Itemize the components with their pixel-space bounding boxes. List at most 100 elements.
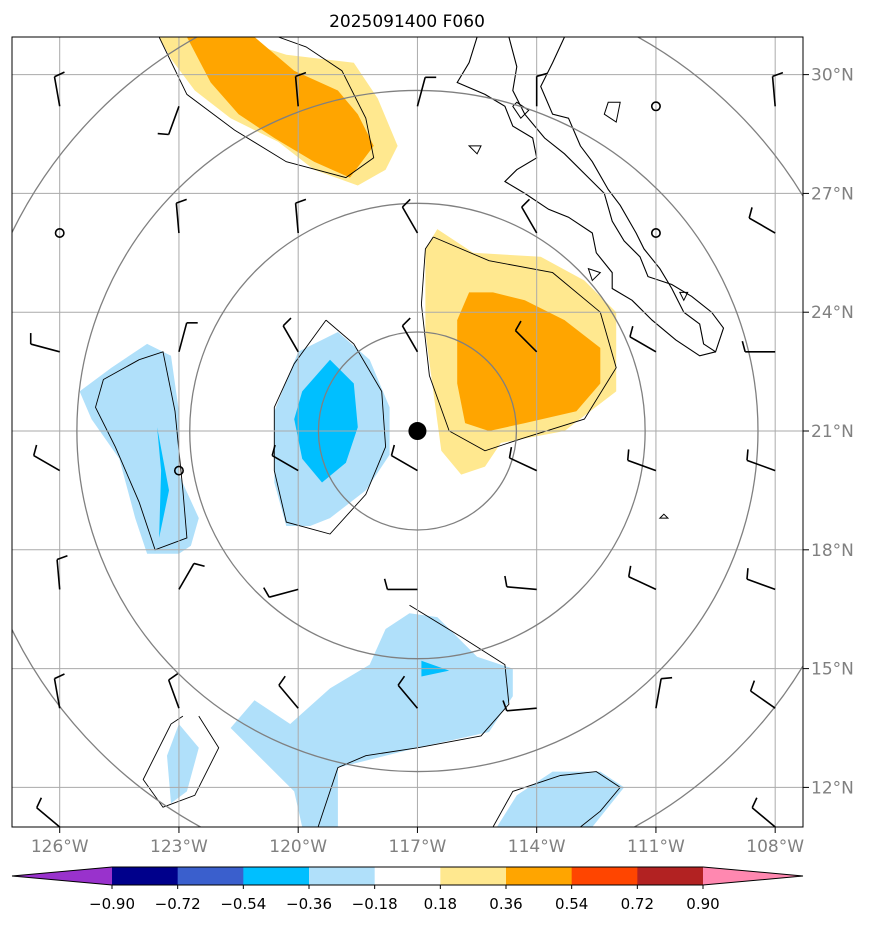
barb-flag — [504, 575, 508, 587]
wind-barb-25 — [508, 446, 538, 472]
barb-shaft — [167, 106, 180, 135]
filled-region-3 — [457, 292, 601, 431]
barb-shaft — [771, 76, 776, 107]
barb-flag — [35, 797, 43, 809]
barb-shaft — [53, 76, 61, 107]
contour-line-0 — [158, 37, 375, 179]
colorbar-segment-5 — [440, 867, 507, 885]
barb-flag — [54, 673, 65, 680]
barb-shaft — [294, 203, 299, 234]
barb-shaft — [178, 563, 195, 590]
barb-shaft — [514, 330, 538, 353]
range-ring-2 — [76, 89, 759, 773]
barb-shaft — [751, 807, 776, 827]
gridlines — [12, 37, 803, 827]
colorbar-label-4: −0.18 — [352, 895, 398, 913]
wind-barb-40 — [655, 676, 673, 709]
wind-barb-8 — [175, 198, 187, 234]
colorbar-label-3: −0.36 — [286, 895, 332, 913]
filled-region-11 — [496, 771, 625, 827]
barb-flag — [521, 198, 531, 208]
barb-flag — [626, 449, 630, 461]
barb-shaft — [397, 684, 419, 709]
barb-shaft — [746, 578, 776, 591]
wind-barb-7 — [54, 228, 65, 239]
colorbar-label-2: −0.54 — [220, 895, 266, 913]
colorbar-segment-2 — [243, 867, 310, 885]
x-tick-label-5: 111°W — [627, 837, 685, 857]
colorbar-label-7: 0.54 — [555, 895, 588, 913]
wind-barb-31 — [383, 578, 418, 591]
wind-barb-29 — [178, 562, 205, 590]
colorbar-extend-high — [703, 867, 803, 885]
barb-shaft — [53, 678, 61, 709]
wind-barbs — [29, 71, 784, 827]
barb-flag — [56, 555, 68, 561]
colorbar-label-6: 0.36 — [489, 895, 522, 913]
barb-shaft — [269, 588, 299, 598]
wind-barb-38 — [397, 675, 419, 709]
wind-barb-13 — [748, 207, 776, 234]
center-dot — [408, 422, 427, 441]
barb-shaft — [391, 454, 418, 472]
barb-shaft — [294, 76, 299, 107]
barb-shaft — [509, 457, 538, 472]
wind-barb-32 — [504, 575, 537, 591]
barb-flag — [271, 444, 276, 456]
wind-barb-1 — [157, 106, 180, 136]
island-1 — [603, 101, 621, 123]
barb-flag — [661, 676, 673, 680]
barb-shaft — [167, 679, 180, 709]
wind-barb-4 — [535, 72, 548, 107]
barb-flag — [751, 797, 758, 809]
wind-barb-19 — [629, 325, 657, 353]
barb-flag — [168, 673, 179, 681]
colorbar-label-9: 0.90 — [686, 895, 719, 913]
barb-flag — [514, 320, 522, 331]
colorbar-segment-7 — [571, 867, 638, 885]
island-0 — [512, 101, 530, 119]
wind-barb-21 — [32, 444, 61, 472]
barb-flag — [401, 198, 411, 208]
island-5 — [658, 513, 670, 519]
barb-flag — [54, 71, 65, 78]
wind-barb-42 — [35, 797, 61, 827]
barb-shaft — [520, 206, 538, 234]
barb-flag — [772, 71, 784, 78]
y-tick-label-5: 27°N — [811, 184, 854, 204]
x-tick-label-6: 108°W — [746, 837, 804, 857]
calm-circle — [650, 101, 661, 112]
wind-barb-10 — [401, 198, 419, 234]
wind-barb-37 — [278, 675, 299, 709]
colorbar-segment-1 — [177, 867, 244, 885]
wind-barb-11 — [520, 198, 538, 234]
barb-flag — [401, 317, 411, 327]
barb-flag — [176, 198, 187, 204]
filled-contours — [79, 37, 625, 827]
island-4 — [678, 291, 689, 302]
wind-barb-14 — [29, 333, 60, 353]
wind-barb-12 — [650, 228, 661, 239]
wind-barb-43 — [751, 797, 776, 827]
barb-shaft — [629, 336, 657, 353]
barb-flag — [502, 700, 508, 712]
center-marker — [408, 422, 427, 441]
x-axis-ticks: 126°W 123°W 120°W 117°W 114°W 111°W 108°W — [31, 827, 804, 857]
wind-barb-20 — [741, 340, 776, 353]
barb-shaft — [282, 325, 299, 353]
x-tick-label-1: 123°W — [150, 837, 208, 857]
barb-flag — [295, 71, 307, 78]
barb-shaft — [178, 322, 188, 353]
barb-shaft — [748, 217, 776, 234]
barb-shaft — [746, 459, 776, 472]
barb-flag — [193, 562, 205, 568]
barb-flag — [278, 675, 286, 686]
colorbar-extend-low — [12, 867, 112, 885]
wind-barb-33 — [627, 565, 657, 591]
contour-line-5 — [142, 715, 220, 808]
barb-shaft — [271, 454, 299, 472]
filled-region-7 — [294, 359, 358, 483]
wind-barb-6 — [771, 71, 784, 107]
x-tick-label-0: 126°W — [31, 837, 89, 857]
colorbar: −0.90 −0.72 −0.54 −0.36 −0.18 0.18 0.36 0.54 0.7… — [11, 866, 804, 913]
